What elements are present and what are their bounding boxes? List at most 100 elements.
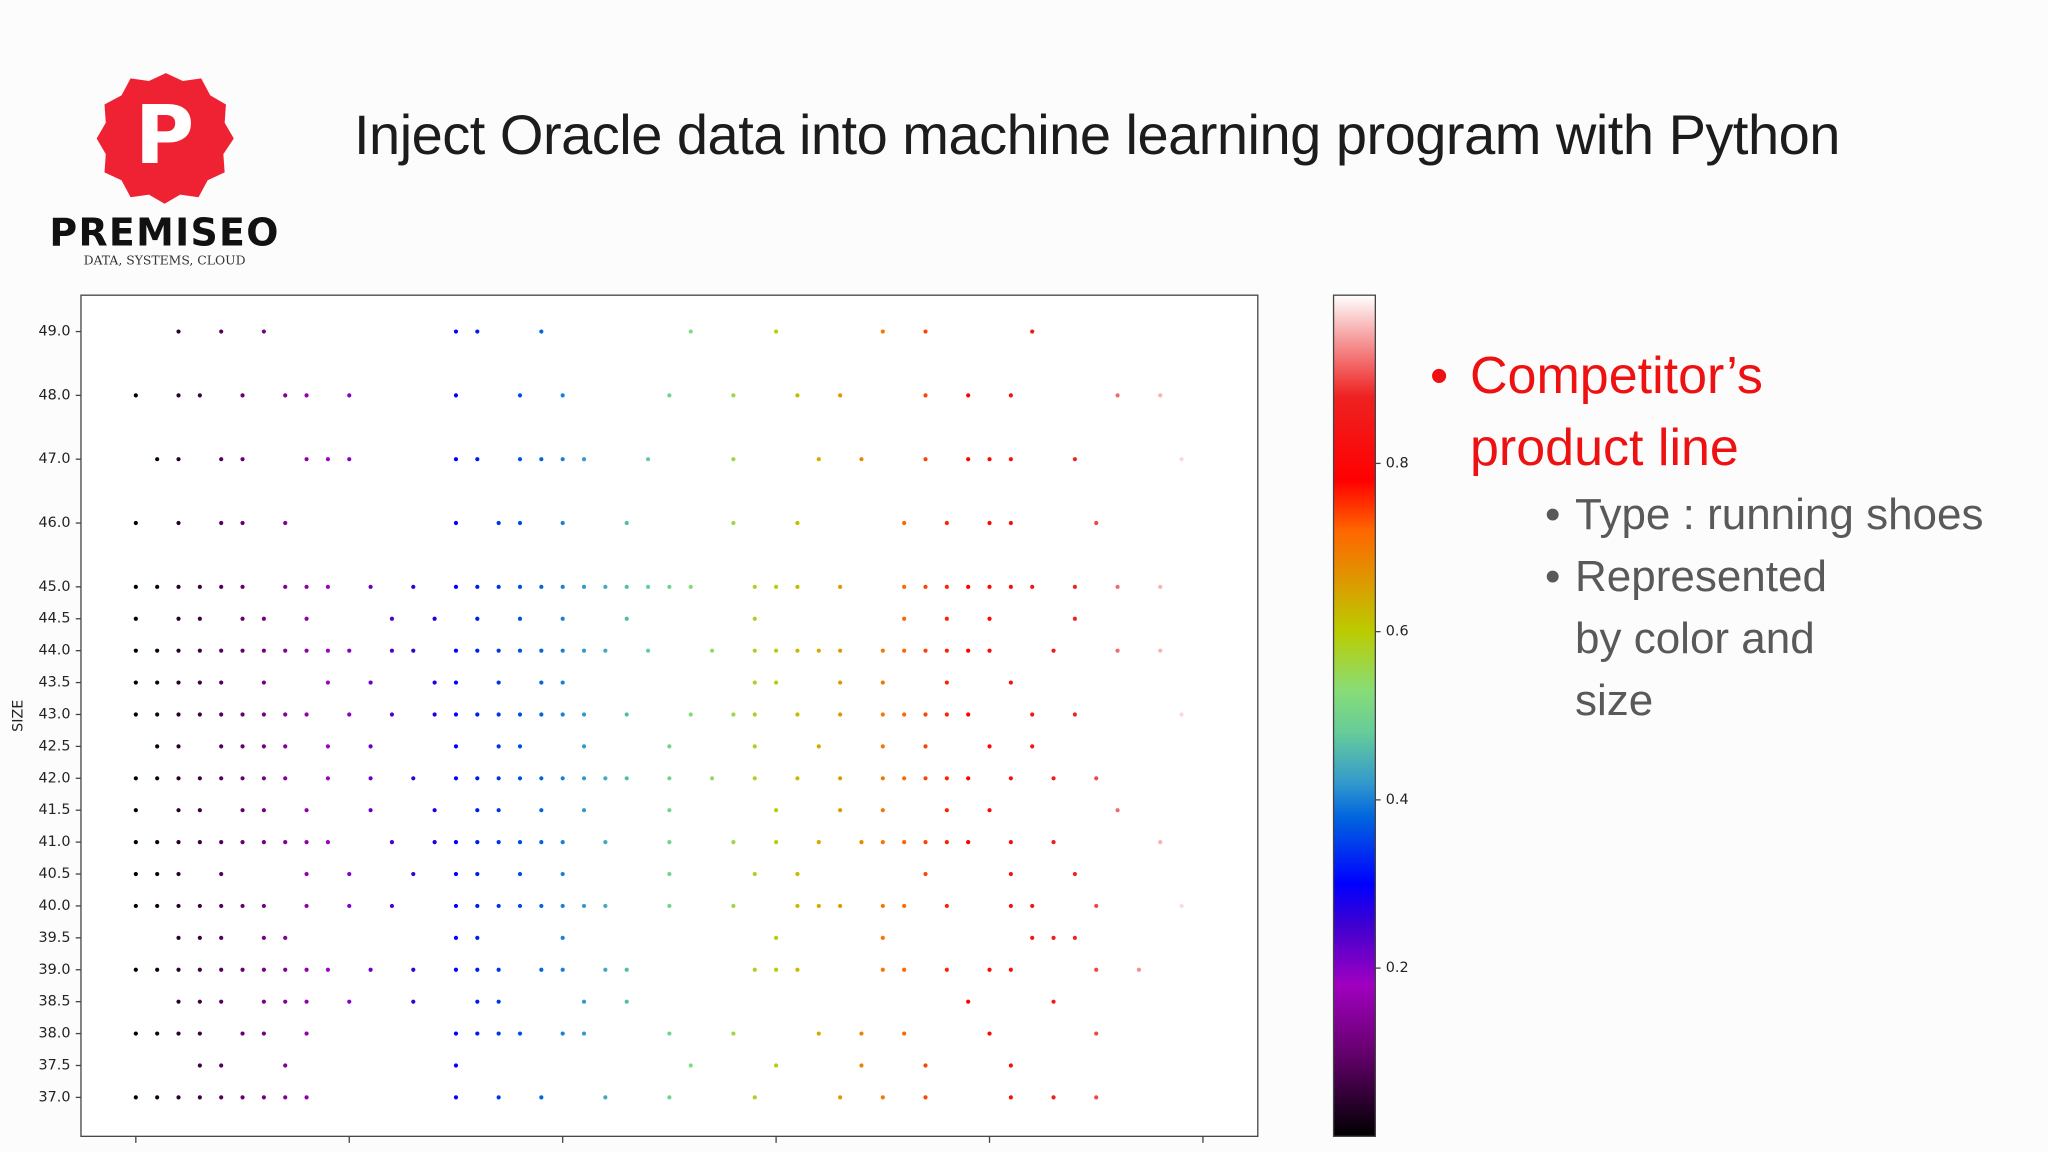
point [283,935,288,940]
point [325,776,331,781]
point [987,808,992,813]
point [539,808,544,813]
point [795,967,800,972]
point [539,648,544,653]
point [219,903,224,909]
point [240,712,245,717]
y-tick-label: 41.5 [39,802,71,818]
point [1051,776,1056,781]
point [219,935,224,940]
point [581,808,587,813]
point [902,967,907,972]
point [347,999,352,1004]
point [688,329,693,334]
point [496,744,501,749]
point [475,935,480,940]
point [581,903,587,909]
point [304,840,309,845]
point [816,648,821,653]
point [475,616,480,621]
point [581,1031,587,1036]
point [560,616,565,621]
point [240,584,245,589]
point [155,584,160,589]
point [709,776,715,781]
plot-frame [80,294,1259,1137]
y-tick-label: 39.0 [39,962,71,978]
point [304,616,309,621]
point [838,776,843,781]
point [347,871,352,877]
point [1008,903,1013,909]
point [816,840,821,845]
point [1179,903,1184,909]
point [944,680,949,685]
point [240,840,245,845]
point [731,1031,736,1036]
point [475,776,480,781]
point [1072,584,1077,589]
point [283,393,288,398]
point [176,393,181,398]
point [944,840,949,845]
point [155,744,160,749]
point [838,584,843,589]
point [304,967,309,972]
point [475,329,480,334]
point [560,967,565,972]
point [517,520,523,526]
point [453,457,459,462]
logo-badge [96,73,234,204]
point [411,967,416,972]
point [347,712,352,717]
point [155,840,160,845]
point [1158,393,1163,398]
point [539,776,544,781]
point [304,712,309,717]
point [197,616,202,621]
point [645,457,651,462]
point [923,329,928,334]
point [966,840,971,845]
point [176,935,181,940]
point [261,903,266,909]
point [774,935,779,940]
point [283,840,288,845]
point [176,808,181,813]
point [1072,712,1077,717]
point [880,808,885,813]
point [1051,935,1056,940]
point [560,712,565,717]
point [859,840,864,845]
point [453,1031,459,1036]
point [176,616,181,621]
point [411,776,416,781]
point [475,999,480,1004]
point [880,1095,885,1100]
point [389,616,395,621]
point [1115,393,1120,398]
point [1051,648,1056,653]
point [261,967,266,972]
bullet-list: Competitor’s product line Type : running… [1430,340,1995,732]
point [667,903,672,909]
point [902,712,907,717]
point [1072,616,1077,621]
point [539,329,544,334]
point [966,457,971,462]
point [774,840,779,845]
point [133,520,138,526]
point [624,967,629,972]
point [838,712,843,717]
point [176,967,181,972]
point [219,329,224,334]
point [219,680,224,685]
point [752,648,757,653]
point [902,903,907,909]
point [688,712,693,717]
point [197,648,202,653]
point [176,329,181,334]
point [816,1031,821,1036]
point [368,808,373,813]
